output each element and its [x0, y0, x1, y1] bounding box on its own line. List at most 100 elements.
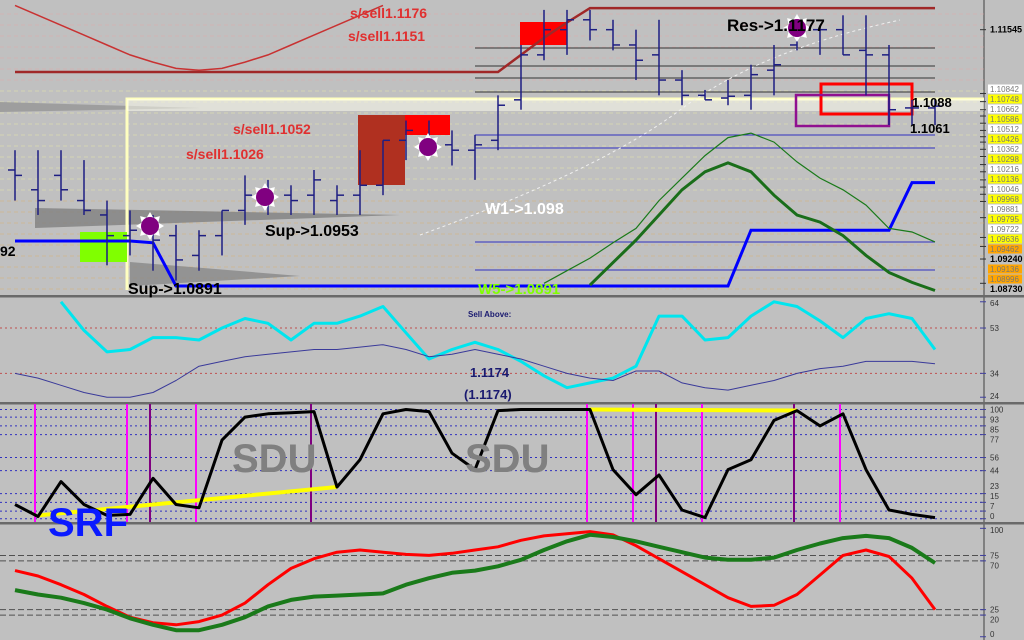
- price-axis-label: 1.09240: [990, 254, 1023, 264]
- price-axis-label-bg: [988, 204, 1022, 214]
- price-axis-label: 1.11545: [990, 25, 1022, 35]
- ohlc-bar[interactable]: [8, 150, 22, 201]
- price-axis-label: 1.09722: [990, 225, 1019, 234]
- divergence-trendline: [37, 485, 338, 518]
- ohlc-bar[interactable]: [330, 185, 344, 215]
- oscillator-axis-label: 7: [990, 502, 995, 511]
- ohlc-bar[interactable]: [859, 15, 873, 96]
- panel-separator: [0, 402, 1024, 405]
- ohlc-bar[interactable]: [376, 139, 390, 196]
- ohlc-bar[interactable]: [606, 19, 620, 51]
- price-axis-label-bg: [988, 25, 1022, 35]
- oscillator-panel-3[interactable]: [0, 530, 984, 633]
- sell-level-label: s/sell1.1026: [186, 146, 264, 162]
- ohlc-bar[interactable]: [698, 89, 712, 101]
- ohlc-bar[interactable]: [123, 210, 137, 256]
- oscillator-line: [14, 408, 936, 520]
- oscillator-axis-label: 53: [990, 324, 999, 333]
- ohlc-bar[interactable]: [100, 200, 114, 266]
- panel-separator: [0, 522, 1024, 525]
- ohlc-bar[interactable]: [514, 44, 528, 110]
- indicator-line: [15, 6, 935, 74]
- ohlc-bar[interactable]: [445, 130, 459, 166]
- demand-zone[interactable]: [80, 232, 127, 262]
- ohlc-bar[interactable]: [675, 70, 689, 106]
- dotted-projection: [419, 19, 901, 236]
- ohlc-bar[interactable]: [353, 150, 367, 215]
- price-axis-label-bg: [988, 184, 1022, 194]
- marker-dot: [256, 188, 274, 206]
- indicator-line: [543, 132, 936, 284]
- ohlc-bar[interactable]: [836, 15, 850, 56]
- ohlc-bar[interactable]: [54, 150, 68, 201]
- ohlc-bar[interactable]: [905, 99, 919, 126]
- oscillator-axis-label: 34: [990, 369, 999, 378]
- price-panel[interactable]: [0, 4, 984, 292]
- oscillator-panel-1[interactable]: [0, 300, 984, 398]
- ohlc-bar[interactable]: [399, 120, 413, 161]
- oscillator-axis-label: 75: [990, 551, 999, 560]
- price-axis-label: 1.09462: [990, 245, 1019, 254]
- divergence-trendline: [589, 407, 798, 413]
- ohlc-bar[interactable]: [537, 9, 551, 61]
- ohlc-bar[interactable]: [192, 230, 206, 271]
- ohlc-bar[interactable]: [928, 99, 942, 126]
- price-axis-label: 1.10298: [990, 155, 1019, 164]
- price-axis-label: 1.10748: [990, 95, 1019, 104]
- ohlc-bar[interactable]: [491, 95, 505, 151]
- oscillator-panel-2[interactable]: [0, 404, 984, 522]
- signal-marker-icon[interactable]: [136, 212, 164, 240]
- sell-level-label: s/sell1.1176: [350, 5, 427, 21]
- ohlc-bar[interactable]: [169, 224, 183, 281]
- ohlc-bar[interactable]: [721, 80, 735, 106]
- price-axis[interactable]: 1.11545 1.108421.107481.106621.105861.105…: [980, 25, 1023, 639]
- price-axis-label: 1.10512: [990, 125, 1019, 134]
- oscillator-axis-label: 24: [990, 392, 999, 401]
- support-label: Sup->1.0953: [265, 223, 359, 240]
- oscillator-line: [59, 300, 937, 390]
- ohlc-bar[interactable]: [767, 44, 781, 96]
- price-axis-label: 1.08730: [990, 284, 1023, 294]
- oscillator-axis-label: 77: [990, 435, 999, 444]
- price-axis-label: 1.10842: [990, 85, 1019, 94]
- ohlc-bar[interactable]: [744, 64, 758, 110]
- price-axis-label: 1.10362: [990, 145, 1019, 154]
- sell-zone[interactable]: [405, 115, 450, 135]
- oscillator-axis-label: 93: [990, 415, 999, 424]
- signal-marker-icon[interactable]: [414, 133, 442, 161]
- ohlc-bar[interactable]: [77, 160, 91, 215]
- price-axis-label-bg: [988, 244, 1022, 254]
- ohlc-bar[interactable]: [238, 175, 252, 225]
- ohlc-bar[interactable]: [215, 209, 229, 256]
- price-axis-label: 1.09795: [990, 215, 1019, 224]
- price-axis-label-bg: [988, 84, 1022, 94]
- ohlc-bar[interactable]: [813, 25, 827, 55]
- ohlc-bar[interactable]: [882, 44, 896, 126]
- ohlc-bar[interactable]: [307, 169, 321, 215]
- srf-watermark: SRF: [48, 501, 128, 545]
- ohlc-bar[interactable]: [652, 19, 666, 96]
- sdu-watermark: SDU: [465, 437, 549, 481]
- ohlc-bar[interactable]: [284, 185, 298, 215]
- oscillator-axis-label: 100: [990, 526, 1004, 535]
- weekly-range-band: [127, 99, 984, 111]
- ohlc-bar[interactable]: [468, 134, 482, 180]
- supply-zone[interactable]: [358, 115, 405, 185]
- ohlc-bar[interactable]: [583, 9, 597, 41]
- price-axis-label-bg: [988, 254, 1022, 264]
- signal-marker-icon[interactable]: [251, 183, 279, 211]
- price-axis-label-bg: [988, 104, 1022, 114]
- price-axis-label: 1.10586: [990, 115, 1019, 124]
- price-axis-label-bg: [988, 224, 1022, 234]
- signal-marker-icon[interactable]: [783, 14, 811, 42]
- price-axis-label: 1.08996: [990, 275, 1019, 284]
- ohlc-bar[interactable]: [629, 29, 643, 81]
- price-axis-label: 1.09881: [990, 205, 1019, 214]
- indicator-line: [588, 161, 936, 292]
- oscillator-axis-label: 64: [990, 299, 999, 308]
- ohlc-bar[interactable]: [31, 150, 45, 215]
- ohlc-bar[interactable]: [560, 9, 574, 55]
- price-axis-label-bg: [988, 164, 1022, 174]
- sell-above-label: Sell Above:: [468, 310, 511, 319]
